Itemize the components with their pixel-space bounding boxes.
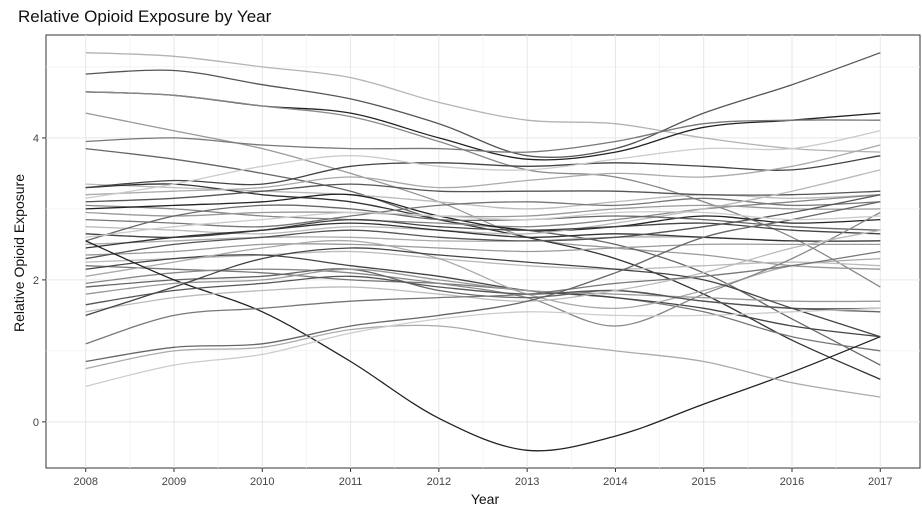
- x-tick-label: 2016: [780, 476, 804, 488]
- series-line-25: [85, 265, 881, 352]
- series-line-13: [85, 194, 881, 228]
- y-axis-ticks: 0 2 4: [33, 133, 46, 429]
- series-line-21: [85, 222, 881, 249]
- series-line-32: [85, 275, 881, 310]
- x-tick-label: 2014: [603, 476, 627, 488]
- x-tick-label: 2017: [868, 476, 892, 488]
- series-line-10: [85, 155, 881, 189]
- x-axis-ticks: 2008 2009 2010 2011 2012 2013 2014 2015 2016 2017: [73, 468, 893, 488]
- series-line-17: [85, 169, 881, 235]
- series-line-12: [85, 183, 881, 203]
- x-tick-label: 2012: [427, 476, 451, 488]
- series-line-22: [85, 243, 881, 256]
- series-line-31: [85, 268, 881, 303]
- y-axis-title: Relative Opioid Exposure: [11, 174, 27, 332]
- series-line-23: [85, 194, 881, 260]
- series-line-11: [85, 144, 881, 196]
- x-tick-label: 2015: [691, 476, 715, 488]
- series-line-24: [85, 250, 881, 270]
- series-line-39: [85, 130, 881, 199]
- series-line-26: [85, 254, 881, 338]
- x-tick-label: 2008: [73, 476, 97, 488]
- series-line-14: [85, 193, 881, 232]
- series-line-1: [85, 52, 881, 153]
- chart-title: Relative Opioid Exposure by Year: [18, 7, 272, 26]
- y-tick-label: 4: [33, 133, 39, 145]
- x-tick-label: 2011: [339, 476, 363, 488]
- series-line-15: [85, 204, 881, 218]
- series-line-38: [85, 307, 881, 388]
- series-line-2: [85, 52, 881, 158]
- series-line-36: [85, 201, 881, 363]
- series-line-30: [85, 240, 881, 452]
- series-line-34: [85, 247, 881, 338]
- series-line-16: [85, 197, 881, 228]
- x-tick-label: 2013: [515, 476, 539, 488]
- series-line-4: [85, 91, 881, 288]
- series-line-35: [85, 250, 881, 345]
- series-line-28: [85, 211, 881, 327]
- series-lines: [85, 52, 881, 452]
- series-line-40: [85, 210, 881, 238]
- series-line-37: [85, 324, 881, 398]
- x-tick-label: 2009: [162, 476, 186, 488]
- x-axis-title: Year: [471, 491, 500, 507]
- y-tick-label: 2: [33, 275, 39, 287]
- series-line-19: [85, 204, 881, 242]
- y-tick-label: 0: [33, 417, 39, 429]
- series-line-18: [85, 218, 881, 239]
- x-tick-label: 2010: [250, 476, 274, 488]
- series-line-6: [85, 119, 881, 153]
- series-line-33: [85, 229, 881, 313]
